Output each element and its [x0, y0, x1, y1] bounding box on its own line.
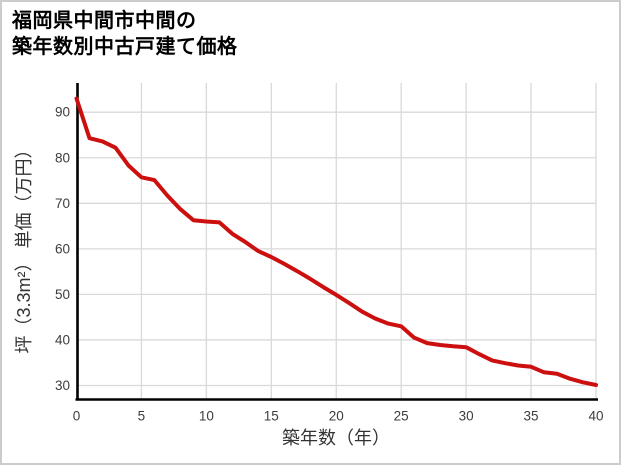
y-tick-label: 80 [55, 150, 70, 165]
x-tick-label: 30 [459, 409, 474, 424]
y-tick-label: 40 [55, 332, 70, 347]
y-tick-label: 70 [55, 196, 70, 211]
y-tick-label: 30 [55, 378, 70, 393]
y-axis-label: 坪（3.3m²） 単価（万円） [14, 140, 34, 354]
x-tick-label: 35 [524, 409, 539, 424]
x-tick-label: 15 [264, 409, 279, 424]
x-tick-label: 20 [329, 409, 344, 424]
x-tick-label: 10 [199, 409, 214, 424]
x-tick-label: 25 [394, 409, 409, 424]
x-axis-label: 築年数（年） [282, 428, 390, 448]
price-line [74, 96, 598, 387]
x-tick-label: 40 [588, 409, 603, 424]
chart-title-line2: 築年数別中古戸建て価格 [12, 36, 238, 58]
axes [75, 83, 598, 401]
x-tick-label: 0 [73, 409, 81, 424]
chart-title-line1: 福岡県中間市中間の [12, 10, 197, 32]
chart-title: 福岡県中間市中間の 築年数別中古戸建て価格 [12, 8, 238, 60]
y-tick-label: 90 [55, 105, 70, 120]
y-tick-label: 60 [55, 241, 70, 256]
y-tick-label: 50 [55, 287, 70, 302]
x-tick-label: 5 [138, 409, 146, 424]
